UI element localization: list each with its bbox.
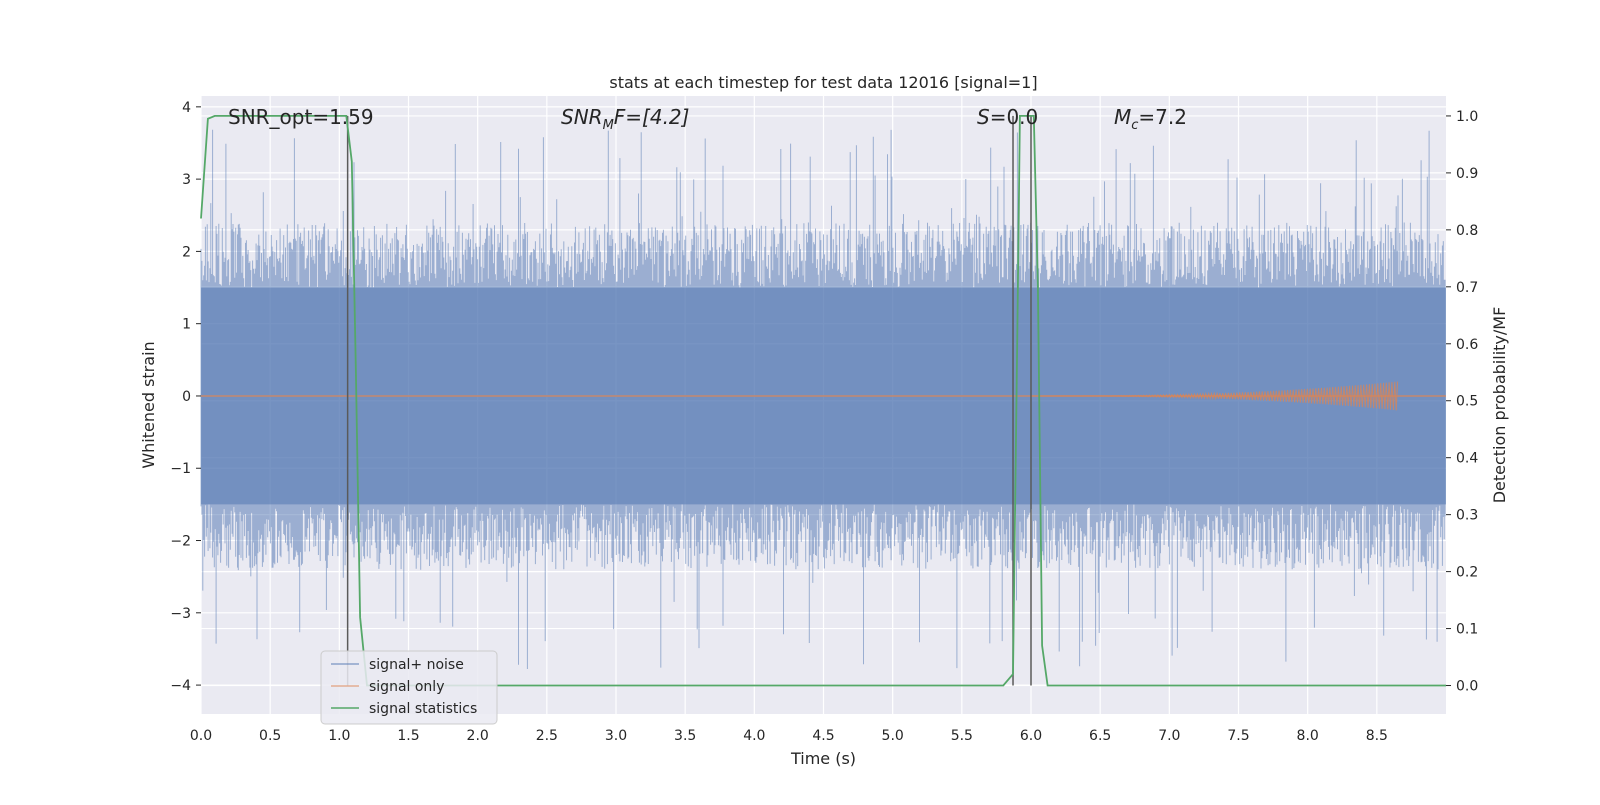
y-tick-label: −2 (170, 534, 191, 550)
y-tick-label: −4 (170, 678, 191, 694)
y2-tick-label: 0.0 (1456, 679, 1478, 695)
y2-tick-label: 0.4 (1456, 451, 1478, 467)
y2-tick-label: 0.2 (1456, 565, 1478, 581)
x-tick-label: 5.5 (951, 728, 973, 744)
x-tick-label: 7.5 (1227, 728, 1249, 744)
y2-tick-label: 0.9 (1456, 166, 1478, 182)
mc-rest: =7.2 (1138, 105, 1187, 129)
chart-title: stats at each timestep for test data 120… (609, 73, 1037, 92)
x-tick-label: 8.5 (1366, 728, 1388, 744)
tick-labels: 0.0 0.5 1.0 1.5 2.0 2.5 3.0 3.5 4.0 4.5 5.0 5.5 6.0 6… (170, 100, 1478, 744)
annotation-snr-opt: SNR_opt=1.59 (228, 105, 374, 129)
y-tick-label: 0 (182, 389, 191, 405)
y2-tick-label: 0.5 (1456, 394, 1478, 410)
x-tick-label: 6.5 (1089, 728, 1111, 744)
x-tick-label: 3.5 (674, 728, 696, 744)
y-tick-label: 3 (182, 172, 191, 188)
y-tick-label: 4 (182, 100, 191, 116)
annotation-mc: Mc=7.2 (1114, 105, 1187, 133)
snr-mf-main: SNR (561, 105, 603, 129)
y-tick-label: −3 (170, 606, 191, 622)
y2-axis-label: Detection probability/MF (1490, 307, 1509, 504)
signal-only-series (201, 381, 1446, 411)
signal-statistics-line (200, 115, 1446, 687)
x-tick-label: 4.5 (812, 728, 834, 744)
s-main: S (977, 105, 990, 129)
y2-tick-label: 0.8 (1456, 223, 1478, 239)
annotation-snr-mf: SNRMF=[4.2] (561, 105, 689, 133)
x-tick-label: 8.0 (1297, 728, 1319, 744)
snr-mf-sub: M (603, 118, 614, 133)
y-axis-label: Whitened strain (139, 341, 158, 468)
annotation-s: S=0.0 (977, 105, 1038, 129)
x-tick-label: 2.0 (467, 728, 489, 744)
legend-label-noise: signal+ noise (369, 657, 464, 673)
mc-sub: c (1131, 118, 1138, 133)
y-tick-label: 1 (182, 317, 191, 333)
y2-tick-label: 0.7 (1456, 280, 1478, 296)
y-tick-label: −1 (170, 461, 191, 477)
y2-tick-label: 1.0 (1456, 109, 1478, 125)
snr-mf-rest: F=[4.2] (614, 105, 690, 129)
signal-only-chirp (1031, 381, 1399, 411)
x-tick-label: 0.0 (190, 728, 212, 744)
y-tick-label: 2 (182, 244, 191, 260)
y2-tick-label: 0.3 (1456, 508, 1478, 524)
x-axis-label: Time (s) (790, 749, 856, 768)
signal-statistics-series (200, 115, 1446, 687)
x-tick-label: 7.0 (1158, 728, 1180, 744)
x-tick-label: 1.0 (328, 728, 350, 744)
x-tick-label: 2.5 (536, 728, 558, 744)
mc-main: M (1114, 105, 1131, 129)
legend-label-signal: signal only (369, 679, 444, 695)
legend-box (320, 650, 498, 725)
y2-tick-label: 0.1 (1456, 622, 1478, 638)
x-tick-label: 0.5 (259, 728, 281, 744)
s-rest: =0.0 (990, 105, 1039, 129)
x-tick-label: 5.0 (882, 728, 904, 744)
x-tick-label: 6.0 (1020, 728, 1042, 744)
y2-tick-label: 0.6 (1456, 337, 1478, 353)
vertical-markers (346, 115, 1032, 686)
x-tick-label: 1.5 (397, 728, 419, 744)
x-tick-label: 4.0 (743, 728, 765, 744)
legend: signal+ noise signal only signal statist… (320, 650, 498, 725)
x-tick-label: 3.0 (605, 728, 627, 744)
legend-label-statistics: signal statistics (369, 701, 477, 717)
